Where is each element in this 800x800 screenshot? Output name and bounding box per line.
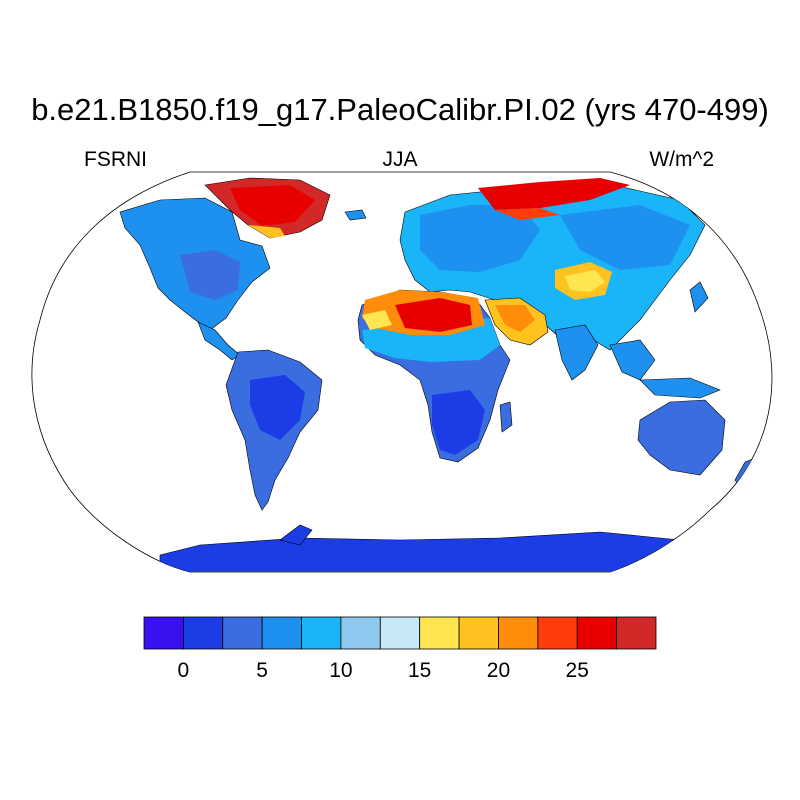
region-madagascar	[499, 401, 513, 433]
region-siberia	[560, 205, 690, 270]
colorbar-swatch-4	[301, 616, 342, 650]
region-southern-africa	[432, 390, 485, 455]
region-india	[554, 324, 599, 381]
colorbar-tick-label: 0	[178, 659, 190, 682]
colorbar-swatch-9	[498, 616, 539, 650]
colorbar	[143, 616, 657, 650]
colorbar-tick-label: 5	[256, 659, 268, 682]
colorbar-tick-label: 15	[408, 659, 431, 682]
colorbar-swatch-1	[182, 616, 224, 650]
region-indonesia	[639, 377, 721, 399]
colorbar-swatch-5	[340, 616, 381, 650]
region-sahara-west	[362, 310, 392, 330]
land-fill	[119, 177, 759, 572]
season-label: JJA	[382, 148, 418, 171]
region-arabia-core	[495, 305, 535, 332]
region-southeast-asia	[609, 339, 656, 381]
region-arctic-siberia-edge	[495, 208, 560, 220]
region-central-asia-core	[565, 270, 605, 292]
region-antarctic-peninsula	[279, 524, 313, 546]
colorbar-swatch-2	[222, 616, 263, 650]
map-title: b.e21.B1850.f19_g17.PaleoCalibr.PI.02 (y…	[31, 92, 769, 127]
region-australia	[637, 399, 726, 476]
region-amazon	[250, 375, 305, 440]
colorbar-ticks: 0 5 10 15 20 25	[178, 659, 589, 682]
region-europe	[420, 205, 540, 272]
colorbar-swatch-8	[458, 616, 499, 650]
region-greenland-edge	[248, 225, 285, 238]
region-greenland-core	[230, 185, 315, 226]
colorbar-swatch-11	[576, 616, 618, 650]
colorbar-swatch-6	[379, 616, 421, 650]
colorbar-swatch-3	[261, 616, 302, 650]
variable-label: FSRNI	[84, 148, 147, 171]
units-label: W/m^2	[649, 148, 714, 171]
region-sahara-core	[395, 298, 472, 332]
colorbar-swatch-12	[616, 616, 657, 650]
colorbar-tick-label: 10	[329, 659, 352, 682]
region-north-america-east	[180, 250, 240, 300]
colorbar-tick-label: 25	[566, 659, 589, 682]
region-japan	[689, 281, 709, 313]
colorbar-swatch-7	[419, 616, 460, 650]
region-arctic-siberia	[478, 178, 630, 210]
region-iceland	[344, 209, 367, 221]
colorbar-tick-label: 20	[487, 659, 510, 682]
colorbar-swatch-10	[537, 616, 578, 650]
colorbar-swatch-0	[143, 616, 184, 650]
